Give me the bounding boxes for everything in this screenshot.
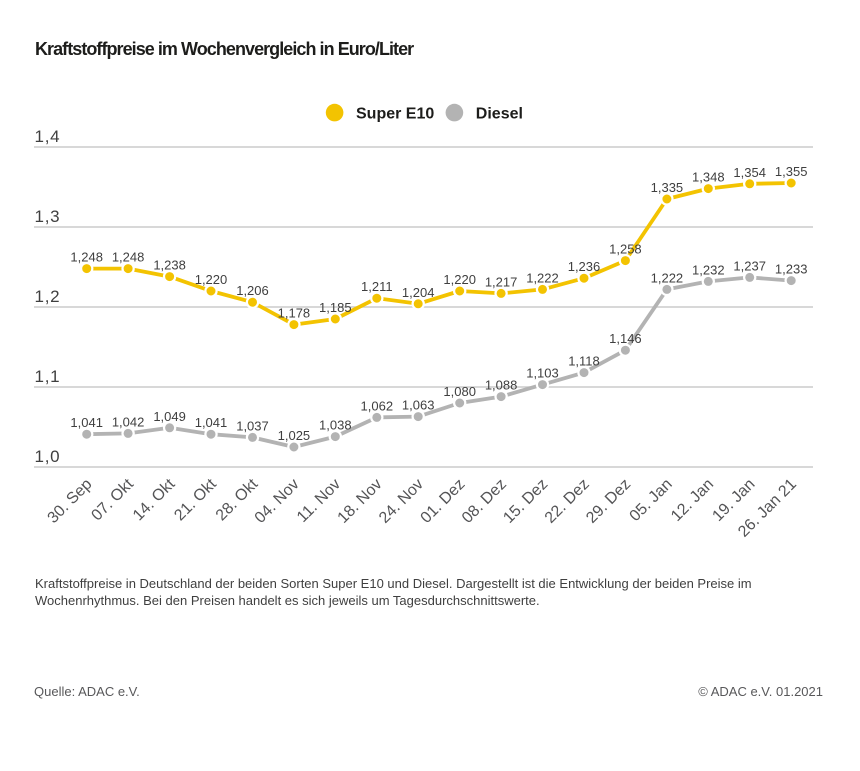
svg-text:04. Nov: 04. Nov (252, 476, 303, 527)
svg-text:1,222: 1,222 (651, 270, 684, 285)
svg-text:1,206: 1,206 (236, 283, 269, 298)
svg-text:1,037: 1,037 (236, 418, 269, 433)
svg-text:15. Dez: 15. Dez (500, 476, 551, 527)
svg-text:1,238: 1,238 (153, 258, 186, 273)
svg-text:24. Nov: 24. Nov (376, 476, 427, 527)
svg-text:22. Dez: 22. Dez (542, 476, 593, 527)
svg-text:1,1: 1,1 (35, 367, 61, 386)
svg-text:1,062: 1,062 (361, 398, 394, 413)
svg-text:08. Dez: 08. Dez (459, 476, 510, 527)
svg-text:1,2: 1,2 (35, 287, 61, 306)
svg-text:1,042: 1,042 (112, 414, 145, 429)
svg-text:1,220: 1,220 (443, 272, 476, 287)
svg-text:1,063: 1,063 (402, 398, 435, 413)
svg-text:29. Dez: 29. Dez (583, 476, 634, 527)
svg-text:21. Okt: 21. Okt (171, 475, 220, 524)
svg-text:1,236: 1,236 (568, 259, 601, 274)
svg-text:1,217: 1,217 (485, 274, 518, 289)
svg-text:1,178: 1,178 (278, 306, 311, 321)
svg-text:11. Nov: 11. Nov (294, 476, 344, 526)
svg-text:05. Jan: 05. Jan (627, 476, 676, 525)
svg-text:1,233: 1,233 (775, 262, 808, 277)
svg-text:07. Okt: 07. Okt (88, 475, 137, 524)
svg-text:1,103: 1,103 (526, 366, 559, 381)
svg-text:1,025: 1,025 (278, 428, 311, 443)
svg-text:1,038: 1,038 (319, 418, 352, 433)
svg-text:1,041: 1,041 (195, 415, 228, 430)
svg-text:1,080: 1,080 (443, 384, 476, 399)
svg-text:1,049: 1,049 (153, 409, 186, 424)
svg-text:12. Jan: 12. Jan (668, 476, 717, 525)
svg-text:1,0: 1,0 (35, 447, 61, 466)
svg-text:1,222: 1,222 (526, 270, 559, 285)
svg-text:1,041: 1,041 (70, 415, 103, 430)
svg-text:1,248: 1,248 (70, 250, 103, 265)
svg-text:1,185: 1,185 (319, 300, 352, 315)
svg-text:Super E10: Super E10 (356, 105, 434, 122)
svg-text:30. Sep: 30. Sep (45, 476, 96, 527)
svg-text:1,4: 1,4 (35, 127, 61, 146)
svg-text:1,204: 1,204 (402, 285, 435, 300)
svg-text:Diesel: Diesel (476, 105, 523, 122)
svg-text:1,220: 1,220 (195, 272, 228, 287)
svg-text:1,248: 1,248 (112, 250, 145, 265)
svg-text:14. Okt: 14. Okt (130, 475, 179, 524)
svg-text:1,232: 1,232 (692, 262, 725, 277)
svg-text:1,211: 1,211 (361, 279, 393, 294)
svg-text:18. Nov: 18. Nov (335, 476, 386, 527)
svg-text:1,118: 1,118 (568, 354, 600, 369)
svg-text:1,237: 1,237 (733, 258, 766, 273)
svg-text:1,088: 1,088 (485, 378, 518, 393)
svg-text:1,348: 1,348 (692, 170, 725, 185)
svg-text:1,3: 1,3 (35, 207, 61, 226)
svg-text:1,335: 1,335 (651, 180, 684, 195)
svg-text:1,146: 1,146 (609, 331, 642, 346)
svg-text:01. Dez: 01. Dez (418, 476, 469, 527)
svg-text:1,258: 1,258 (609, 242, 642, 257)
svg-text:1,354: 1,354 (733, 165, 766, 180)
svg-text:1,355: 1,355 (775, 164, 808, 179)
